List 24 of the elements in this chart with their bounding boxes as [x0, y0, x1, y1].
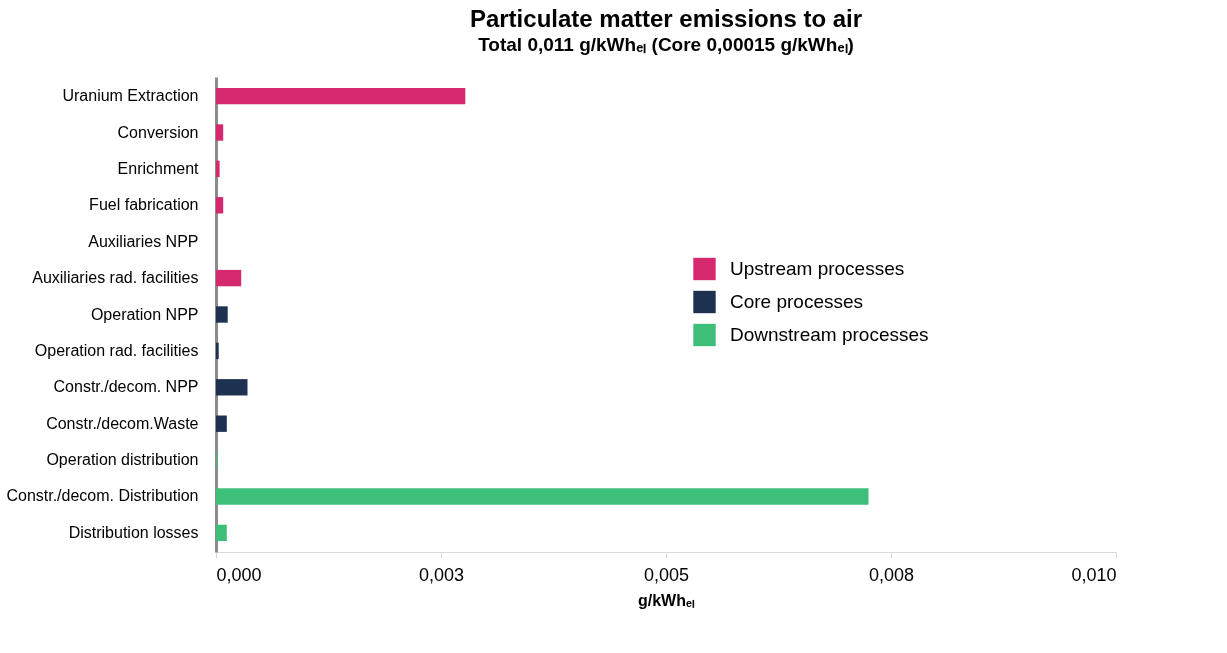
y-tick-label: Enrichment	[117, 159, 200, 177]
y-tick-label: Operation distribution	[46, 451, 199, 469]
legend-label: Core processes	[730, 291, 864, 312]
chart-title: Particulate matter emissions to air	[469, 5, 863, 32]
legend-label: Downstream processes	[730, 324, 929, 345]
y-tick-label: Distribution losses	[68, 523, 199, 541]
y-tick-label: Auxiliaries rad. facilities	[32, 269, 199, 287]
x-axis-title: g/kWhₑₗ	[637, 591, 696, 609]
x-tick-label: 0,000	[216, 564, 262, 585]
x-tick-label: 0,005	[643, 564, 690, 585]
y-tick-label: Auxiliaries NPP	[88, 232, 199, 250]
y-tick-label: Constr./decom. NPP	[53, 378, 199, 396]
x-tick-label: 0,010	[1071, 564, 1117, 585]
y-tick-label: Operation NPP	[90, 305, 199, 323]
y-tick-label: Constr./decom.Waste	[46, 414, 199, 432]
y-tick-label: Uranium Extraction	[62, 87, 199, 105]
y-tick-label: Fuel fabrication	[89, 196, 199, 214]
y-tick-label: Constr./decom. Distribution	[6, 487, 199, 505]
x-tick-label: 0,008	[868, 564, 915, 585]
x-tick-label: 0,003	[418, 564, 465, 585]
chart-subtitle: Total 0,011 g/kWhₑₗ (Core 0,00015 g/kWhₑₗ)	[478, 34, 854, 55]
y-tick-label: Conversion	[117, 123, 199, 141]
legend-label: Upstream processes	[730, 258, 905, 279]
y-tick-label: Operation rad. facilities	[34, 341, 199, 359]
